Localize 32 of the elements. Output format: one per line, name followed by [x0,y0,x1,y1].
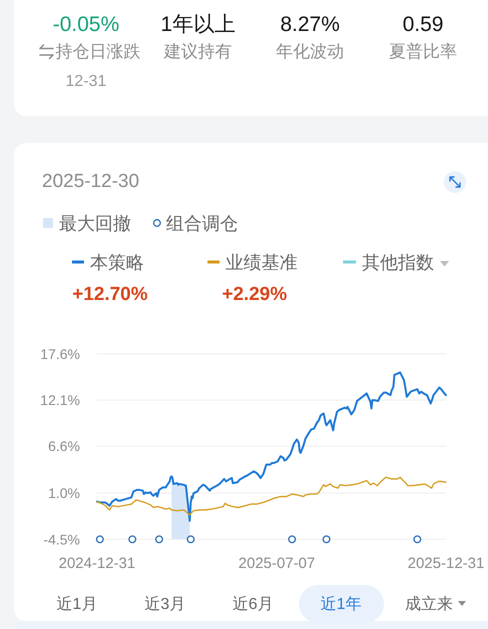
line-series [96,476,447,516]
legend-label: 最大回撤 [59,214,131,234]
y-tick-label: 6.6% [48,438,80,454]
legend-label: 本策略 [90,252,144,272]
text: 8.27% [280,13,340,36]
y-tick-label: 12.1% [40,392,80,408]
text: 建议持有 [163,42,232,61]
legend-label: 组合调仓 [166,214,238,234]
text: 1年以上 [160,13,236,36]
y-tick-label: 17.6% [40,346,80,362]
text: 近1年 [320,595,362,613]
x-tick-label: 2025-07-07 [238,555,316,572]
text: 成立来 [405,595,453,613]
x-tick-label: 2024-12-31 [58,555,136,572]
text: 夏普比率 [389,42,457,61]
text: 其他指数 [362,252,434,272]
text: 近6月 [232,595,274,613]
line-series [96,371,447,522]
text: 持仓日涨跌 [56,42,140,61]
text: 12-31 [66,73,107,90]
chart-title: 2025-12-30 [42,171,140,192]
text: 近3月 [144,595,186,613]
y-tick-label: -4.5% [43,531,80,548]
text: 年化波动 [276,42,344,61]
x-tick-label: 2025-12-31 [408,555,484,572]
legend-label: 业绩基准 [226,252,298,272]
text: +12.70% [72,284,148,305]
text: +2.29% [222,284,288,305]
y-tick-label: 1.0% [48,485,80,502]
text: 近1月 [56,595,98,613]
text: 0.59 [402,13,444,36]
text: -0.05% [52,13,120,36]
